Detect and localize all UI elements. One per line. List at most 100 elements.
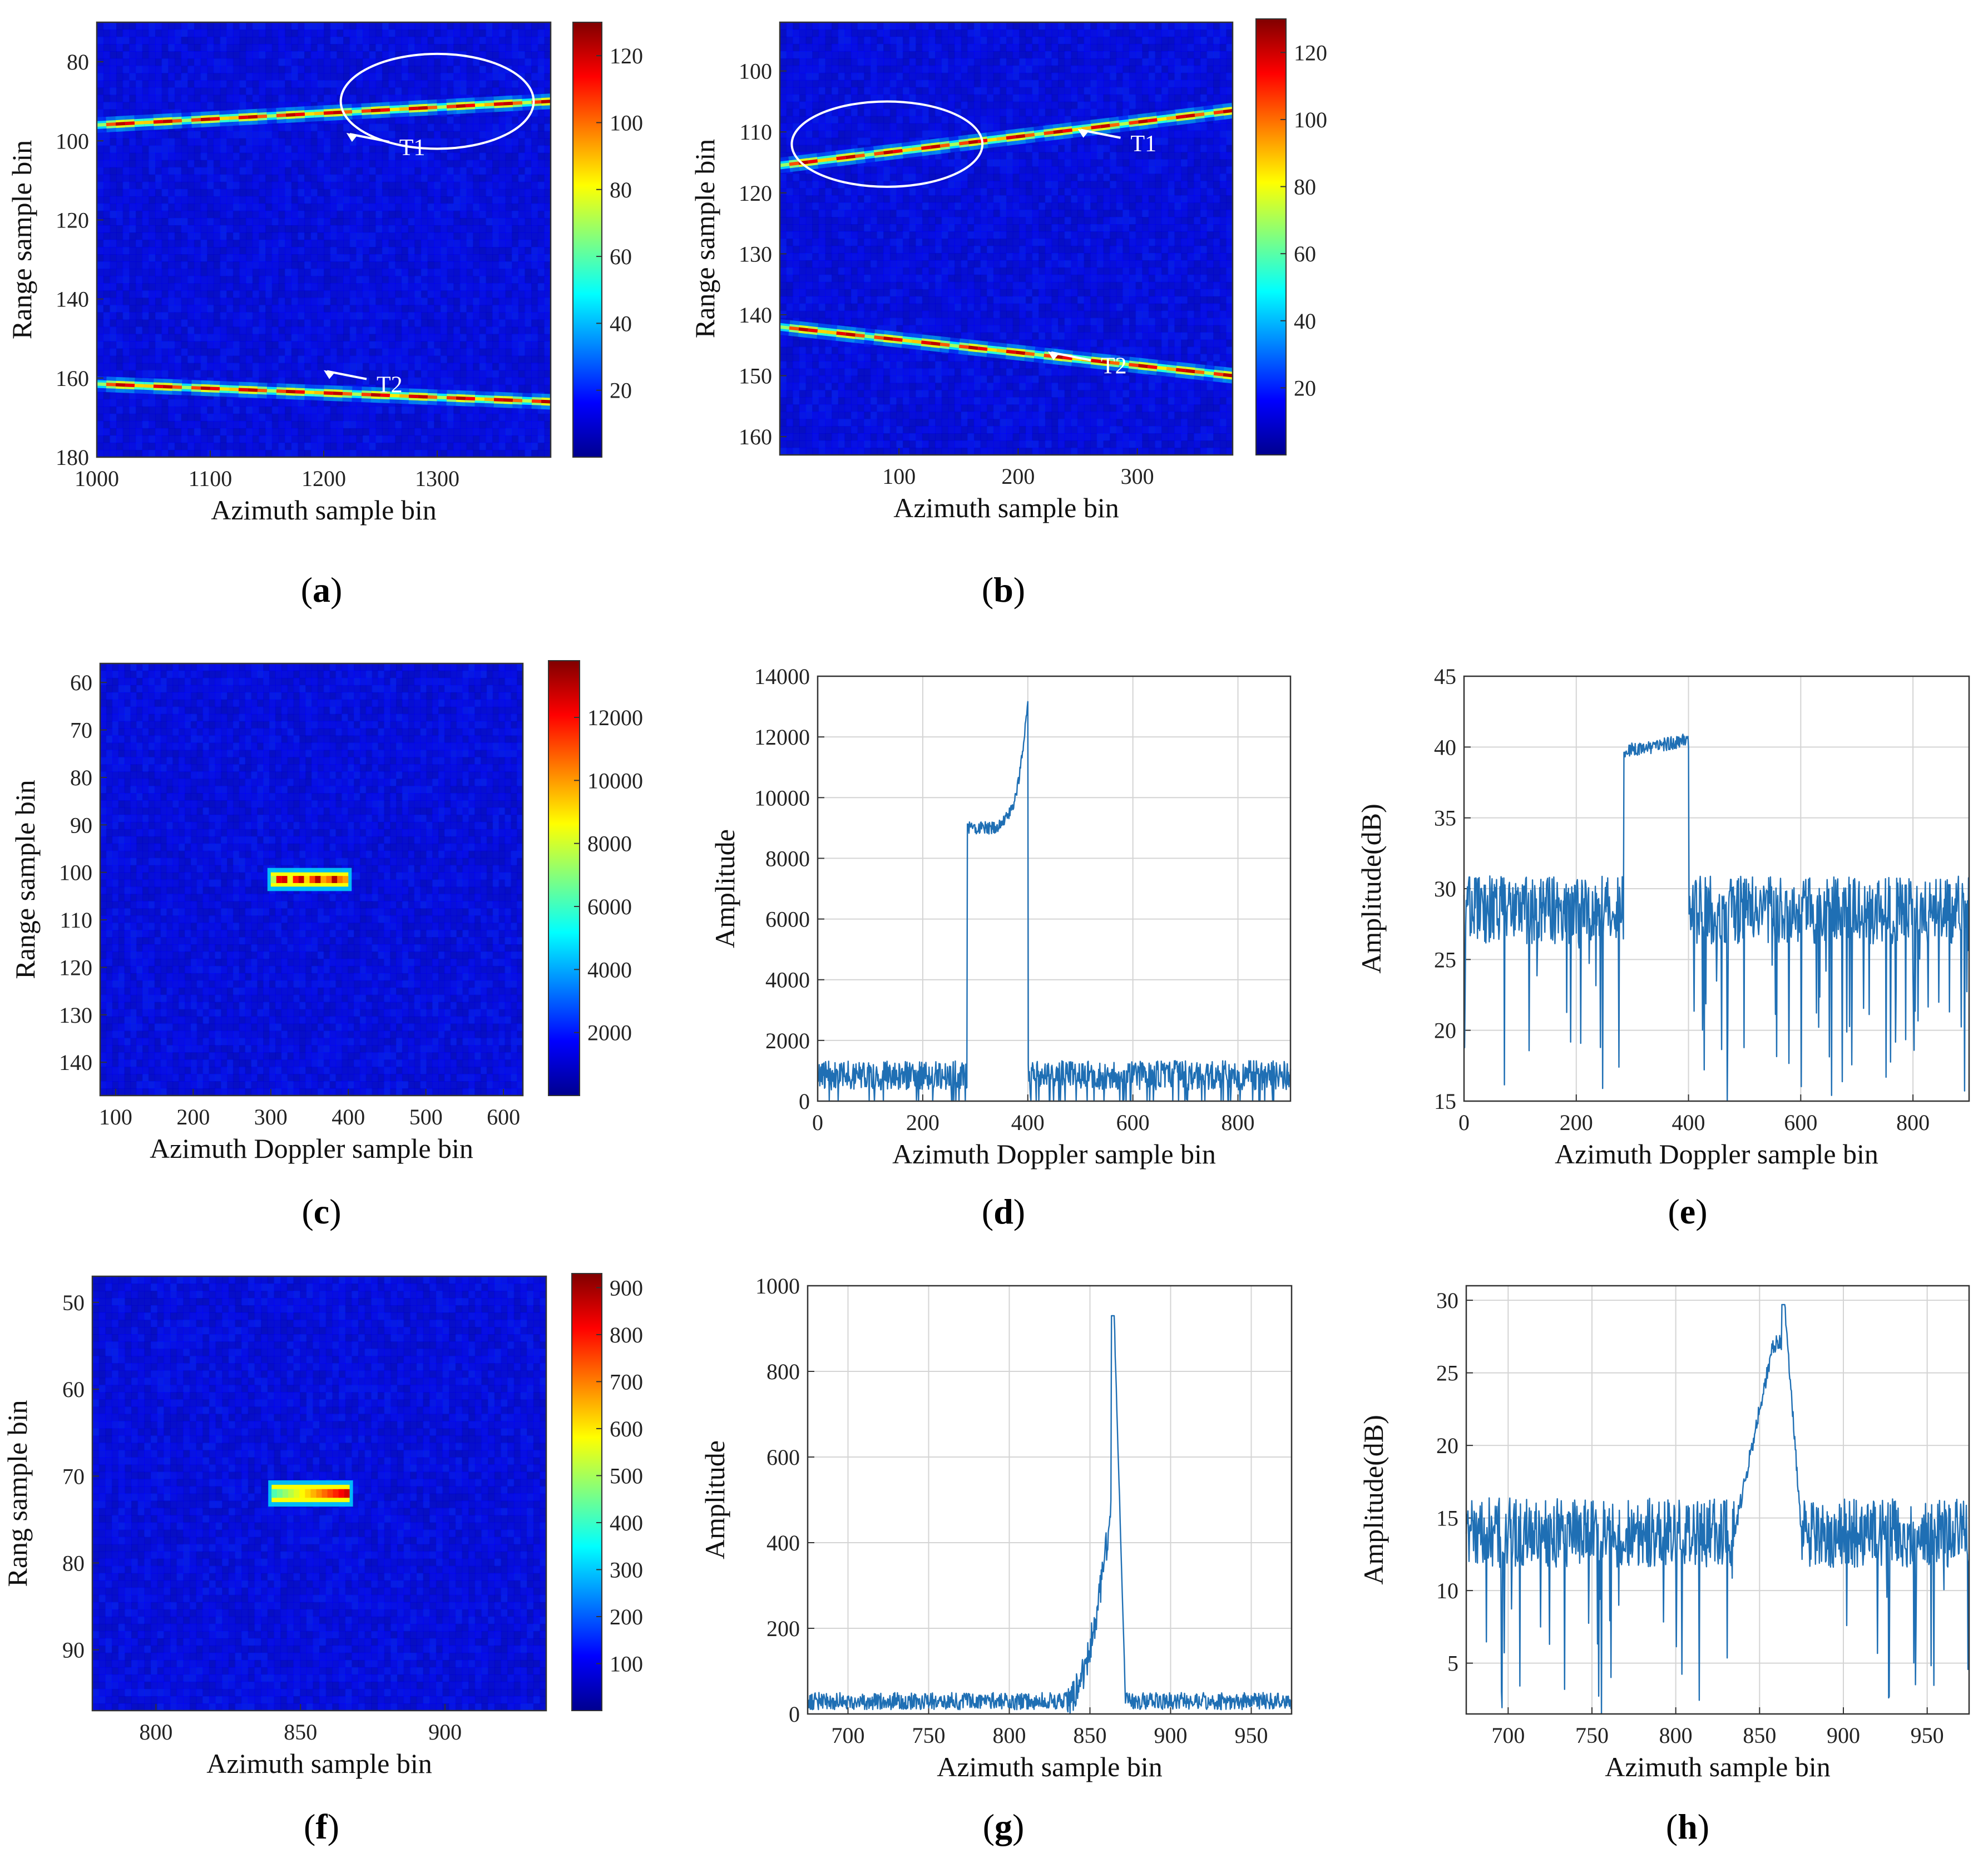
noise-cell: [356, 254, 363, 262]
noise-cell: [97, 37, 104, 45]
noise-cell: [414, 131, 422, 139]
noise-cell: [149, 420, 156, 429]
noise-cell: [155, 406, 162, 414]
noise-cell: [213, 217, 221, 226]
noise-cell: [1129, 29, 1136, 37]
noise-cell: [531, 355, 538, 364]
noise-cell: [525, 413, 532, 422]
noise-cell: [544, 232, 551, 240]
noise-cell: [459, 261, 467, 270]
noise-cell: [337, 232, 344, 240]
noise-cell: [174, 298, 182, 306]
noise-cell: [544, 145, 551, 153]
noise-cell: [369, 420, 377, 429]
noise-cell: [453, 181, 461, 190]
noise-cell: [537, 305, 545, 313]
noise-cell: [505, 160, 513, 168]
noise-cell: [518, 305, 526, 313]
noise-cell: [434, 210, 441, 219]
noise-cell: [832, 51, 839, 59]
noise-cell: [298, 283, 305, 291]
noise-cell: [537, 232, 545, 240]
noise-cell: [135, 58, 143, 67]
noise-cell: [168, 152, 175, 161]
noise-cell: [97, 442, 104, 450]
noise-cell: [1226, 51, 1233, 59]
noise-cell: [239, 210, 247, 219]
noise-cell: [531, 22, 538, 31]
noise-cell: [207, 326, 214, 335]
noise-cell: [168, 449, 175, 457]
noise-cell: [226, 102, 234, 110]
noise-cell: [473, 363, 480, 371]
noise-cell: [181, 210, 189, 219]
noise-cell: [110, 240, 117, 248]
noise-cell: [1103, 29, 1111, 37]
noise-cell: [414, 261, 422, 270]
noise-cell: [265, 247, 273, 255]
noise-cell: [142, 145, 150, 153]
noise-cell: [200, 254, 208, 262]
noise-cell: [194, 305, 201, 313]
noise-cell: [1025, 29, 1033, 37]
noise-cell: [220, 37, 228, 45]
noise-cell: [1213, 29, 1220, 37]
noise-cell: [531, 420, 538, 429]
noise-cell: [142, 240, 150, 248]
noise-cell: [291, 181, 299, 190]
noise-cell: [492, 261, 500, 270]
noise-cell: [233, 428, 240, 436]
noise-cell: [356, 334, 363, 342]
noise-cell: [877, 36, 884, 44]
noise-cell: [122, 283, 130, 291]
noise-cell: [356, 22, 363, 31]
noise-cell: [97, 449, 104, 457]
noise-cell: [233, 283, 240, 291]
noise-cell: [122, 413, 130, 422]
noise-cell: [149, 189, 156, 197]
noise-cell: [142, 312, 150, 320]
noise-cell: [382, 29, 389, 38]
noise-cell: [265, 167, 273, 175]
noise-cell: [285, 428, 292, 436]
noise-cell: [518, 435, 526, 443]
noise-cell: [122, 326, 130, 335]
noise-cell: [330, 442, 338, 450]
noise-cell: [116, 406, 123, 414]
noise-cell: [330, 413, 338, 422]
noise-cell: [181, 283, 189, 291]
noise-cell: [1110, 51, 1117, 59]
noise-cell: [1084, 43, 1091, 52]
noise-cell: [97, 181, 104, 190]
noise-cell: [844, 58, 852, 66]
noise-cell: [168, 145, 175, 153]
noise-cell: [97, 319, 104, 328]
noise-cell: [116, 232, 123, 240]
noise-cell: [544, 116, 551, 125]
noise-cell: [220, 44, 228, 52]
noise-cell: [317, 305, 324, 313]
noise-cell: [537, 298, 545, 306]
noise-cell: [103, 29, 111, 38]
noise-cell: [265, 87, 273, 96]
noise-cell: [401, 131, 409, 139]
noise-cell: [285, 37, 292, 45]
noise-cell: [780, 43, 787, 52]
heatmap-image: [780, 22, 1233, 455]
noise-cell: [142, 392, 150, 400]
noise-cell: [948, 51, 955, 59]
noise-cell: [103, 370, 111, 378]
noise-cell: [317, 181, 324, 190]
noise-cell: [512, 37, 519, 45]
noise-cell: [362, 22, 370, 31]
noise-cell: [252, 269, 260, 277]
noise-cell: [362, 225, 370, 233]
noise-cell: [310, 138, 318, 146]
noise-cell: [271, 247, 279, 255]
noise-cell: [440, 138, 448, 146]
noise-cell: [181, 152, 189, 161]
noise-cell: [252, 276, 260, 284]
noise-cell: [135, 261, 143, 270]
noise-cell: [1148, 43, 1156, 52]
noise-cell: [388, 363, 396, 371]
